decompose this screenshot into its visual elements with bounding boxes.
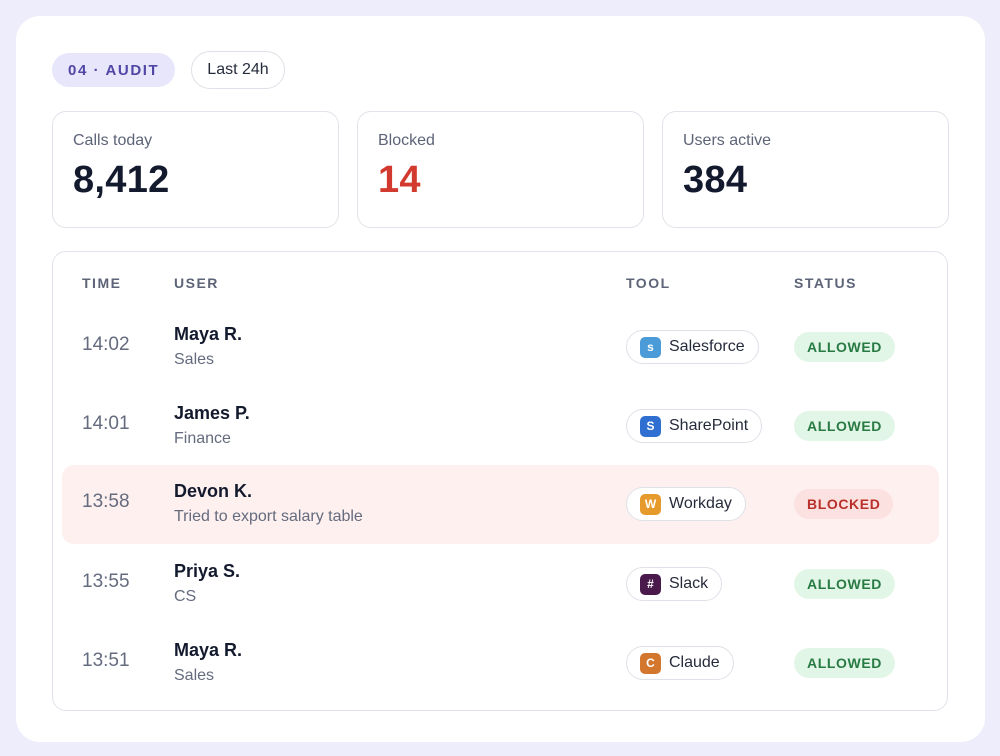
tool-name: Claude <box>669 654 720 671</box>
header-chips: 04 · AUDIT Last 24h <box>52 51 285 89</box>
audit-table: TIME USER TOOL STATUS 14:02 Maya R. Sale… <box>52 251 948 711</box>
stat-label: Calls today <box>73 132 153 149</box>
tool-pill[interactable]: C Claude <box>626 646 734 680</box>
stat-label: Users active <box>683 132 772 149</box>
stat-blocked: Blocked 14 <box>357 111 644 228</box>
time-range-chip[interactable]: Last 24h <box>191 51 285 89</box>
column-header-user: USER <box>174 275 219 291</box>
stat-calls-today: Calls today 8,412 <box>52 111 339 228</box>
table-row[interactable]: 14:01 James P. Finance S SharePoint ALLO… <box>62 387 939 466</box>
row-user: Devon K. Tried to export salary table <box>174 481 363 526</box>
user-name: Priya S. <box>174 561 241 581</box>
status-badge: ALLOWED <box>794 411 895 441</box>
row-time: 13:55 <box>82 571 130 592</box>
row-time: 14:02 <box>82 334 130 355</box>
tool-name: Slack <box>669 575 709 592</box>
tool-name: Workday <box>669 495 732 512</box>
table-row[interactable]: 13:58 Devon K. Tried to export salary ta… <box>62 465 939 544</box>
salesforce-icon: s <box>640 336 661 358</box>
tool-name: SharePoint <box>669 417 749 434</box>
table-row[interactable]: 13:55 Priya S. CS # Slack ALLOWED <box>62 545 939 624</box>
tool-pill[interactable]: s Salesforce <box>626 330 759 364</box>
tool-pill[interactable]: S SharePoint <box>626 409 763 443</box>
stat-value: 14 <box>378 159 421 201</box>
user-detail: Sales <box>174 351 215 368</box>
section-chip: 04 · AUDIT <box>52 53 176 87</box>
stat-value: 8,412 <box>73 159 170 201</box>
column-header-time: TIME <box>82 275 122 291</box>
stat-value: 384 <box>683 159 748 201</box>
audit-card: 04 · AUDIT Last 24h Calls today 8,412 Bl… <box>16 16 985 742</box>
row-time: 14:01 <box>82 413 130 434</box>
workday-icon: W <box>640 493 661 515</box>
column-header-status: STATUS <box>794 275 857 291</box>
row-user: Maya R. Sales <box>174 324 242 369</box>
row-time: 13:51 <box>82 650 130 671</box>
user-name: Maya R. <box>174 640 243 660</box>
user-name: Devon K. <box>174 481 253 501</box>
status-badge: ALLOWED <box>794 332 895 362</box>
tool-name: Salesforce <box>669 338 745 355</box>
status-badge: BLOCKED <box>794 489 894 519</box>
table-row[interactable]: 14:02 Maya R. Sales s Salesforce ALLOWED <box>62 308 939 387</box>
row-user: Priya S. CS <box>174 561 240 606</box>
user-name: James P. <box>174 403 250 423</box>
table-row[interactable]: 13:51 Maya R. Sales C Claude ALLOWED <box>62 624 939 703</box>
table-header: TIME USER TOOL STATUS <box>53 252 947 324</box>
tool-pill[interactable]: W Workday <box>626 487 746 521</box>
stat-users-active: Users active 384 <box>662 111 949 228</box>
stats-row: Calls today 8,412 Blocked 14 Users activ… <box>52 111 949 228</box>
status-badge: ALLOWED <box>794 648 895 678</box>
user-detail: CS <box>174 588 197 605</box>
sharepoint-icon: S <box>640 415 661 437</box>
row-user: James P. Finance <box>174 403 250 448</box>
user-detail: Sales <box>174 667 215 684</box>
claude-icon: C <box>640 652 661 674</box>
user-detail: Tried to export salary table <box>174 508 363 525</box>
row-user: Maya R. Sales <box>174 640 242 685</box>
stat-label: Blocked <box>378 132 435 149</box>
tool-pill[interactable]: # Slack <box>626 567 723 601</box>
slack-icon: # <box>640 573 661 595</box>
row-time: 13:58 <box>82 491 130 512</box>
column-header-tool: TOOL <box>626 275 671 291</box>
user-name: Maya R. <box>174 324 243 344</box>
user-detail: Finance <box>174 430 231 447</box>
status-badge: ALLOWED <box>794 569 895 599</box>
